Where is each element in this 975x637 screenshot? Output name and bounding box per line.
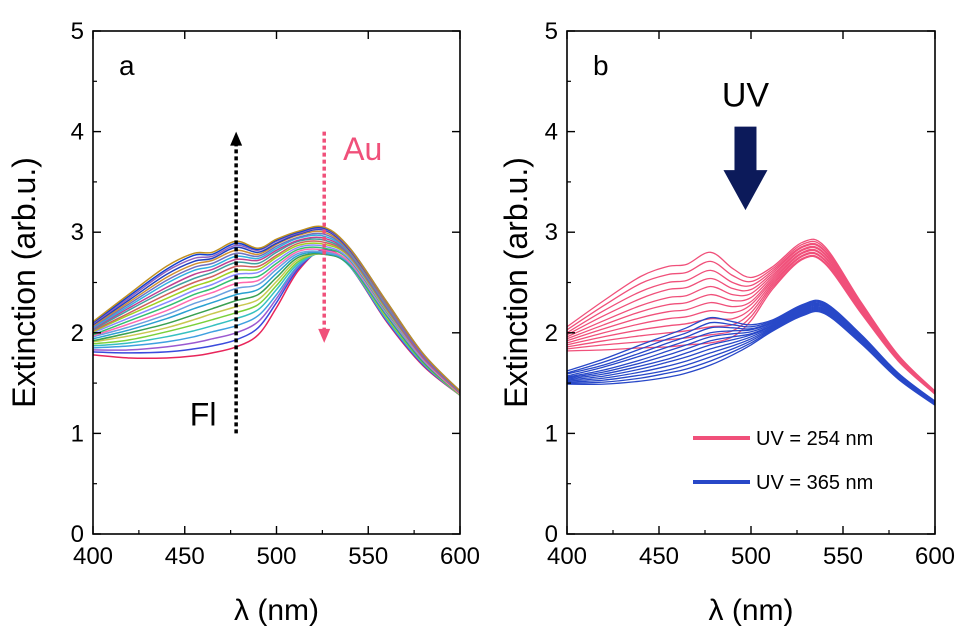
series-line (567, 310, 935, 406)
series-line (93, 251, 460, 395)
annotation-label: Au (343, 131, 382, 167)
x-tick-label: 400 (547, 543, 587, 570)
series-line (567, 305, 935, 404)
panel-label: a (119, 50, 135, 81)
x-tick-label: 600 (440, 543, 480, 570)
x-tick-label: 400 (73, 543, 113, 570)
series-line (93, 249, 460, 396)
series-line (567, 307, 935, 405)
annotation-label: Fl (190, 396, 217, 432)
series-group (567, 238, 935, 406)
y-tick-label: 1 (545, 420, 558, 447)
series-line (567, 249, 935, 394)
y-tick-label: 1 (71, 420, 84, 447)
y-tick-label: 2 (71, 320, 84, 347)
series-line (567, 246, 935, 393)
series-line (93, 225, 460, 392)
y-tick-label: 4 (71, 119, 84, 146)
series-line (567, 299, 935, 402)
x-tick-label: 550 (823, 543, 863, 570)
y-axis-title: Extinction (arb.u.) (6, 157, 42, 408)
x-tick-label: 450 (639, 543, 679, 570)
legend-label: UV = 365 nm (756, 472, 873, 494)
panel-label: b (593, 50, 609, 81)
series-line (567, 302, 935, 403)
series-line (567, 303, 935, 403)
x-tick-label: 550 (348, 543, 388, 570)
annotation-arrow-head (318, 328, 331, 343)
x-axis-title: λ (nm) (234, 594, 319, 627)
panel-a: 400 450 500 550 600 0 1 2 3 4 5 λ (nm) Extinction (a… (6, 18, 480, 627)
x-axis-title: λ (nm) (709, 594, 794, 627)
x-tick-label: 500 (256, 543, 296, 570)
series-line (567, 306, 935, 404)
legend-label: UV = 254 nm (756, 428, 873, 450)
x-tick-label: 450 (165, 543, 205, 570)
y-tick-label: 3 (71, 219, 84, 246)
y-tick-label: 3 (545, 219, 558, 246)
series-line (93, 248, 460, 396)
series-line (93, 238, 460, 393)
y-tick-label: 4 (545, 119, 558, 146)
series-line (567, 300, 935, 402)
series-line (567, 308, 935, 405)
series-group (93, 225, 460, 396)
y-tick-label: 0 (545, 521, 558, 548)
y-axis-title: Extinction (arb.u.) (498, 157, 534, 408)
uv-arrow (723, 126, 768, 211)
x-tick-label: 500 (731, 543, 771, 570)
annotation-arrow-head (230, 131, 243, 146)
y-tick-label: 5 (545, 18, 558, 45)
annotation-label: UV (722, 76, 770, 114)
y-tick-label: 2 (545, 320, 558, 347)
x-tick-label: 600 (915, 543, 955, 570)
y-tick-label: 5 (71, 18, 84, 45)
y-tick-label: 0 (71, 521, 84, 548)
panel-b: 400 450 500 550 600 0 1 2 3 4 5 λ (nm) Extinction (a… (498, 18, 955, 627)
series-line (567, 309, 935, 405)
